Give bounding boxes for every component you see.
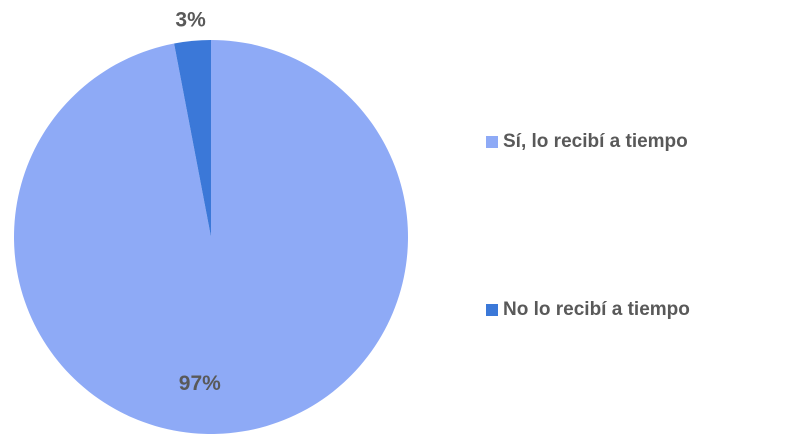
legend-label: No lo recibí a tiempo: [503, 299, 690, 320]
legend-swatch: [486, 304, 498, 316]
legend-swatch: [486, 136, 498, 148]
pie-slice: [174, 40, 211, 237]
pie-slice: [13, 40, 408, 434]
data-label: 97%: [179, 372, 221, 395]
data-label: 3%: [175, 9, 206, 32]
legend-label: Sí, lo recibí a tiempo: [503, 131, 688, 152]
